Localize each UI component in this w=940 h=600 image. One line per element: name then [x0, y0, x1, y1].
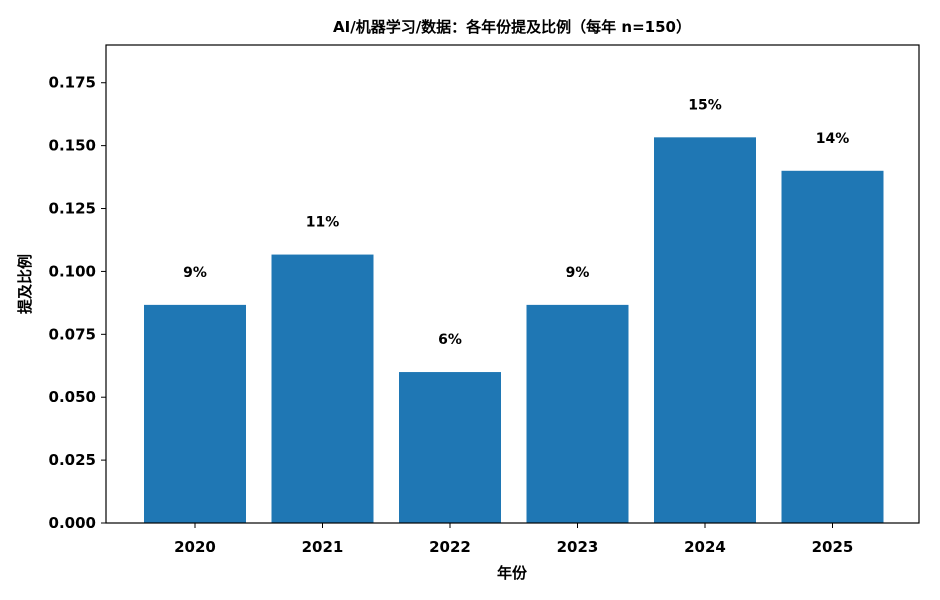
y-tick-label-1: 0.025 [49, 451, 96, 469]
data-label-2025: 14% [816, 131, 850, 147]
data-label-2023: 9% [566, 265, 590, 281]
x-tick-label-2024: 2024 [684, 538, 726, 556]
x-tick-label-2025: 2025 [812, 538, 854, 556]
bars-group: 9% 11% 6% 9% 15% 14% [144, 97, 884, 524]
y-tick-label-7: 0.175 [49, 74, 96, 92]
bar-2020 [144, 304, 246, 523]
bar-2021 [271, 254, 374, 524]
x-tick-label-2021: 2021 [302, 538, 344, 556]
bar-2022 [399, 372, 501, 523]
x-tick-label-2022: 2022 [429, 538, 471, 556]
y-tick-label-2: 0.050 [49, 388, 96, 406]
x-axis-ticks: 2020 2021 2022 2023 2024 2025 [174, 523, 853, 556]
bar-2025 [781, 170, 884, 523]
y-axis-ticks: 0.000 0.025 0.050 0.075 0.100 0.125 0.150 0.175 [49, 74, 106, 532]
data-label-2020: 9% [183, 265, 207, 281]
y-tick-label-3: 0.075 [49, 325, 96, 343]
y-axis-label: 提及比例 [16, 254, 34, 314]
bar-2023 [526, 304, 629, 523]
y-tick-label-5: 0.125 [49, 200, 96, 218]
x-tick-label-2020: 2020 [174, 538, 216, 556]
chart-title: AI/机器学习/数据：各年份提及比例（每年 n=150） [333, 18, 691, 36]
x-axis-label: 年份 [497, 564, 528, 582]
data-label-2022: 6% [438, 332, 462, 348]
data-label-2021: 11% [306, 215, 340, 231]
y-tick-label-0: 0.000 [49, 514, 96, 532]
y-tick-label-4: 0.100 [49, 262, 96, 280]
x-tick-label-2023: 2023 [557, 538, 599, 556]
plot-frame [105, 44, 920, 524]
y-tick-label-6: 0.150 [49, 137, 96, 155]
bar-2024 [654, 137, 756, 523]
data-label-2024: 15% [688, 97, 722, 113]
